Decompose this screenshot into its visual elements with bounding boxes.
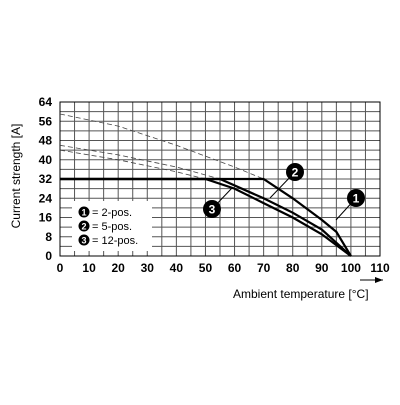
legend-marker	[78, 234, 90, 246]
legend-marker-number: 2	[81, 222, 86, 232]
callout-number: 2	[292, 166, 299, 180]
x-tick-label: 110	[370, 261, 390, 275]
curve	[60, 177, 352, 257]
dashed-curve	[59, 149, 206, 180]
curve	[60, 177, 352, 257]
y-tick-label: 32	[39, 172, 53, 186]
x-axis-arrowhead	[375, 277, 383, 283]
legend-label: = 5-pos.	[92, 221, 132, 233]
x-tick-label: 0	[57, 261, 64, 275]
y-tick-label: 16	[39, 211, 53, 225]
x-tick-label: 50	[199, 261, 213, 275]
y-tick-label: 56	[39, 114, 53, 128]
x-tick-label: 40	[170, 261, 184, 275]
callout-marker	[286, 163, 304, 181]
callout-number: 3	[209, 203, 216, 217]
x-tick-label: 30	[141, 261, 155, 275]
legend-marker	[78, 206, 90, 218]
x-tick-label: 10	[82, 261, 96, 275]
callout-marker	[347, 189, 365, 207]
y-axis-label: Current strength [A]	[9, 124, 23, 229]
x-tick-label: 20	[112, 261, 126, 275]
y-tick-label: 64	[39, 95, 53, 109]
legend-marker-number: 3	[81, 236, 86, 246]
y-tick-label: 40	[39, 153, 53, 167]
dashed-curve	[59, 144, 221, 180]
dashed-curve	[59, 113, 264, 180]
x-tick-label: 60	[228, 261, 242, 275]
callout-number: 1	[353, 192, 360, 206]
x-tick-label: 90	[315, 261, 329, 275]
y-tick-label: 24	[39, 191, 53, 205]
x-tick-label: 100	[341, 261, 361, 275]
y-tick-label: 48	[39, 134, 53, 148]
x-tick-label: 80	[286, 261, 300, 275]
legend-marker	[78, 220, 90, 232]
y-tick-label: 8	[45, 230, 52, 244]
x-axis-label: Ambient temperature [°C]	[233, 287, 369, 301]
callout-marker	[203, 200, 221, 218]
legend-marker-number: 1	[81, 208, 86, 218]
x-tick-label: 70	[257, 261, 271, 275]
y-tick-label: 0	[45, 249, 52, 263]
legend-label: = 2-pos.	[92, 207, 132, 219]
legend-label: = 12-pos.	[92, 235, 138, 247]
